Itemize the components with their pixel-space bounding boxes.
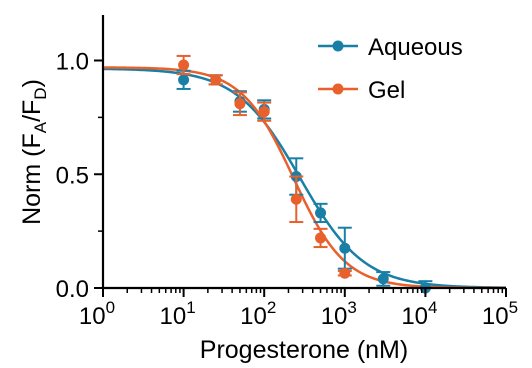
x-axis-title: Progesterone (nM) — [200, 336, 408, 364]
legend-marker-aqueous — [332, 40, 344, 52]
x-tick-base: 10 — [160, 303, 187, 330]
x-tick-exponent: 2 — [267, 298, 276, 317]
data-point-gel — [210, 74, 222, 86]
data-point-gel — [178, 59, 190, 71]
y-tick-label: 0.0 — [56, 276, 89, 303]
x-tick-exponent: 3 — [347, 298, 356, 317]
y-title-part-1: Norm (F — [18, 133, 46, 225]
x-tick-base: 10 — [401, 303, 428, 330]
x-tick-base: 10 — [79, 303, 106, 330]
data-point-aqueous — [178, 74, 190, 86]
x-tick-exponent: 0 — [106, 298, 115, 317]
data-point-gel — [234, 98, 246, 110]
x-tick-base: 10 — [240, 303, 267, 330]
legend: Aqueous Gel — [318, 34, 463, 104]
legend-label-aqueous: Aqueous — [368, 34, 463, 61]
x-tick-label: 103 — [321, 298, 357, 330]
data-point-gel — [290, 193, 302, 205]
data-points — [176, 54, 433, 294]
y-tick-label: 1.0 — [56, 49, 89, 76]
y-axis-title: Norm (FA/FD) — [18, 79, 50, 225]
x-tick-exponent: 1 — [186, 298, 195, 317]
legend-label-gel: Gel — [368, 77, 405, 104]
y-title-part-3: ) — [18, 79, 46, 87]
data-point-gel — [315, 232, 327, 244]
data-point-aqueous — [339, 242, 351, 254]
x-tick-exponent: 5 — [509, 298, 518, 317]
x-tick-base: 10 — [321, 303, 348, 330]
fit-curve-gel — [102, 66, 507, 290]
x-tick-label: 102 — [240, 298, 276, 330]
x-tick-exponent: 4 — [428, 298, 437, 317]
y-title-subscript-d: D — [31, 87, 50, 99]
data-point-aqueous — [377, 273, 389, 285]
x-tick-label: 104 — [401, 298, 437, 330]
x-tick-label: 101 — [160, 298, 196, 330]
y-title-subscript-a: A — [31, 121, 50, 133]
legend-marker-gel — [332, 83, 344, 95]
data-point-gel — [339, 267, 351, 279]
x-tick-label: 105 — [482, 298, 518, 330]
fit-curves — [102, 66, 507, 290]
data-point-aqueous — [315, 207, 327, 219]
fit-curve-aqueous — [102, 67, 507, 289]
x-tick-base: 10 — [482, 303, 509, 330]
data-point-gel — [258, 106, 270, 118]
x-tick-label: 100 — [79, 298, 115, 330]
y-title-part-2: /F — [18, 100, 46, 122]
y-tick-label: 0.5 — [56, 162, 89, 189]
axes — [94, 15, 507, 297]
